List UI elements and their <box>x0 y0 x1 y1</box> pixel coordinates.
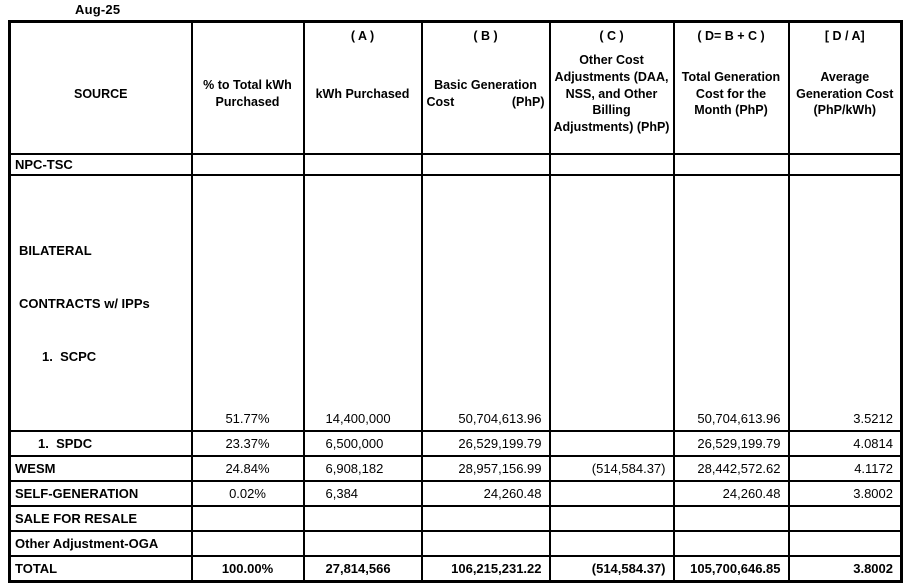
col-label-total-cost: Total Generation Cost for the Month (PhP… <box>681 69 781 118</box>
cell-total: 50,704,613.96 <box>672 174 790 432</box>
cell-adjustments <box>548 153 675 176</box>
col-header-pct: % to Total kWh Purchased <box>190 20 305 155</box>
table-row-npc-tsc: NPC-TSC <box>8 153 903 176</box>
cell-pct: 23.37% <box>190 430 305 457</box>
source-line-scpc: 1. SCPC <box>42 349 97 364</box>
basic-cost-line2: Cost (PhP) <box>427 94 545 111</box>
cell-source: SALE FOR RESALE <box>8 505 193 532</box>
col-code-b: ( B ) <box>473 29 498 43</box>
cell-adjustments <box>548 174 675 432</box>
cell-total: 26,529,199.79 <box>672 430 790 457</box>
col-label-adjustments: Other Cost Adjustments (DAA, NSS, and Ot… <box>553 52 670 135</box>
cell-source: BILATERAL CONTRACTS w/ IPPs 1. SCPC <box>8 174 193 432</box>
cell-avg: 3.8002 <box>787 480 903 507</box>
col-code <box>12 23 190 43</box>
cell-kwh <box>302 153 423 176</box>
cell-total <box>672 505 790 532</box>
cell-kwh <box>302 505 423 532</box>
col-header-kwh: ( A ) kWh Purchased <box>302 20 423 155</box>
cell-source: 1. SPDC <box>8 430 193 457</box>
col-code-da: [ D / A] <box>824 29 865 43</box>
col-label-pct: % to Total kWh Purchased <box>203 78 292 109</box>
cell-avg <box>787 530 903 557</box>
cell-basic: 28,957,156.99 <box>420 455 551 482</box>
cell-basic <box>420 153 551 176</box>
col-header-total-cost: ( D= B + C ) Total Generation Cost for t… <box>672 20 790 155</box>
col-label-average-cost: Average Generation Cost (PhP/kWh) <box>796 69 894 118</box>
col-header-basic-cost: ( B ) Basic Generation Cost (PhP) <box>420 20 551 155</box>
cell-pct: 51.77% <box>190 174 305 432</box>
table-row-other-adjustment-oga: Other Adjustment-OGA <box>8 530 903 557</box>
cell-kwh: 6,384 <box>302 480 423 507</box>
col-label-kwh: kWh Purchased <box>315 86 410 101</box>
cell-avg <box>787 153 903 176</box>
cell-basic <box>420 530 551 557</box>
col-label-source: SOURCE <box>74 86 128 101</box>
cell-total: 28,442,572.62 <box>672 455 790 482</box>
cell-basic: 26,529,199.79 <box>420 430 551 457</box>
header-row: SOURCE % to Total kWh Purchased ( A ) kW… <box>8 20 903 155</box>
table-row-bilateral-scpc: BILATERAL CONTRACTS w/ IPPs 1. SCPC 51.7… <box>8 174 903 432</box>
basic-cost-word: Cost <box>426 95 455 109</box>
cell-basic: 24,260.48 <box>420 480 551 507</box>
cell-avg: 4.1172 <box>787 455 903 482</box>
cell-adjustments: (514,584.37) <box>548 455 675 482</box>
cell-basic <box>420 505 551 532</box>
cell-basic: 106,215,231.22 <box>420 555 551 582</box>
cell-total <box>672 530 790 557</box>
cell-kwh: 6,908,182 <box>302 455 423 482</box>
cell-source: SELF-GENERATION <box>8 480 193 507</box>
cell-pct <box>190 505 305 532</box>
cell-kwh: 14,400,000 <box>302 174 423 432</box>
cell-total <box>672 153 790 176</box>
col-header-average-cost: [ D / A] Average Generation Cost (PhP/kW… <box>787 20 903 155</box>
col-code-d: ( D= B + C ) <box>697 29 765 43</box>
period-label: Aug-25 <box>75 2 121 17</box>
cell-kwh <box>302 530 423 557</box>
cell-basic: 50,704,613.96 <box>420 174 551 432</box>
table-row-total: TOTAL 100.00% 27,814,566 106,215,231.22 … <box>8 555 903 582</box>
cell-adjustments <box>548 430 675 457</box>
col-code-c: ( C ) <box>599 29 624 43</box>
cell-adjustments <box>548 480 675 507</box>
cell-source: WESM <box>8 455 193 482</box>
cell-pct: 0.02% <box>190 480 305 507</box>
col-header-adjustments: ( C ) Other Cost Adjustments (DAA, NSS, … <box>548 20 675 155</box>
table-row-self-generation: SELF-GENERATION 0.02% 6,384 24,260.48 24… <box>8 480 903 507</box>
cell-total: 105,700,646.85 <box>672 555 790 582</box>
col-label-basic-cost: Basic Generation Cost (PhP) <box>424 43 548 152</box>
cell-pct <box>190 530 305 557</box>
source-line-contracts: CONTRACTS w/ IPPs <box>19 296 150 311</box>
basic-cost-unit: (PhP) <box>511 95 545 109</box>
cell-pct <box>190 153 305 176</box>
cell-adjustments <box>548 530 675 557</box>
cell-total: 24,260.48 <box>672 480 790 507</box>
col-code <box>194 23 302 43</box>
cell-adjustments <box>548 505 675 532</box>
cell-source: TOTAL <box>8 555 193 582</box>
table-row-wesm: WESM 24.84% 6,908,182 28,957,156.99 (514… <box>8 455 903 482</box>
source-line-bilateral: BILATERAL <box>19 243 92 258</box>
cell-adjustments: (514,584.37) <box>548 555 675 582</box>
cell-avg: 3.8002 <box>787 555 903 582</box>
basic-cost-line1: Basic Generation <box>434 78 537 93</box>
cell-pct: 24.84% <box>190 455 305 482</box>
cell-source: Other Adjustment-OGA <box>8 530 193 557</box>
col-header-source: SOURCE <box>8 20 193 155</box>
cell-kwh: 27,814,566 <box>302 555 423 582</box>
cell-avg: 4.0814 <box>787 430 903 457</box>
cell-source: NPC-TSC <box>8 153 193 176</box>
cell-avg <box>787 505 903 532</box>
col-code-a: ( A ) <box>350 29 375 43</box>
generation-cost-table: SOURCE % to Total kWh Purchased ( A ) kW… <box>8 20 903 583</box>
cell-pct: 100.00% <box>190 555 305 582</box>
cell-kwh: 6,500,000 <box>302 430 423 457</box>
table-row-sale-for-resale: SALE FOR RESALE <box>8 505 903 532</box>
cell-avg: 3.5212 <box>787 174 903 432</box>
table-row-spdc: 1. SPDC 23.37% 6,500,000 26,529,199.79 2… <box>8 430 903 457</box>
